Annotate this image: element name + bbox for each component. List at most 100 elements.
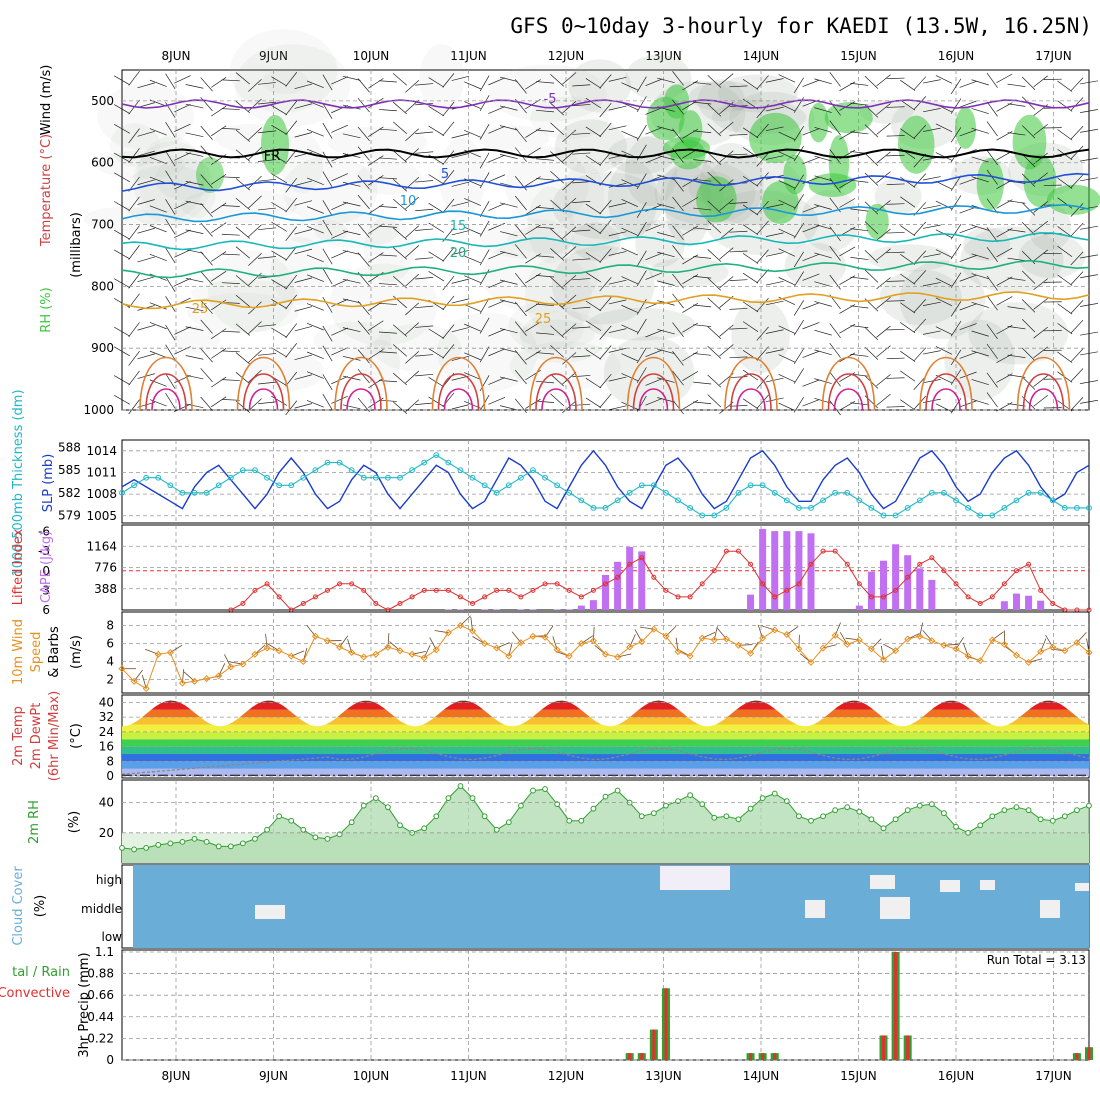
thickness-point <box>227 474 234 481</box>
wind-barb <box>185 132 204 138</box>
wind-barb <box>599 345 612 360</box>
wind-barb <box>756 172 769 187</box>
wind-barb <box>922 108 941 113</box>
cape-bar <box>1012 593 1020 610</box>
wind-barb <box>342 404 361 410</box>
wind-barb <box>464 129 481 138</box>
rh-area <box>1018 234 1086 279</box>
wind-barb <box>185 374 204 380</box>
thickness-point <box>1001 505 1008 511</box>
wind10-point <box>601 650 610 658</box>
isotherm-line <box>121 291 1090 310</box>
precip-tick: 1.1 <box>95 945 114 959</box>
wind-barb <box>572 229 591 232</box>
wind-barb <box>922 379 941 384</box>
wind-barb <box>729 202 748 204</box>
wind-barb <box>342 298 361 304</box>
wind-barb <box>392 227 408 240</box>
wind-barb <box>294 229 313 235</box>
wind-barb <box>248 253 262 266</box>
wind-barb <box>211 173 227 185</box>
rh-point <box>759 795 766 802</box>
wind-barb <box>793 271 804 287</box>
wind-barb <box>1080 351 1098 356</box>
wind-barb <box>428 328 445 339</box>
thickness-point <box>517 474 524 481</box>
wind-barb <box>258 207 277 211</box>
rh-area <box>137 136 206 219</box>
li-point <box>506 587 512 593</box>
wind-barb <box>322 219 333 236</box>
wind-barb <box>550 122 565 136</box>
wind-barb <box>950 127 962 143</box>
wind-barb <box>1070 271 1084 286</box>
wind-barb <box>258 82 277 85</box>
wind10-point <box>698 634 706 642</box>
wind-barb <box>285 246 298 261</box>
wind-barb <box>322 374 333 390</box>
wind-barb <box>742 398 759 410</box>
wind-barb <box>922 301 941 306</box>
wind-barb <box>185 403 204 409</box>
rh-area <box>261 68 309 95</box>
cape-bar <box>456 609 464 610</box>
wind-barb <box>693 159 712 162</box>
rh-high-area <box>696 176 737 223</box>
wind-barb <box>165 218 176 235</box>
wind-barb <box>935 123 953 133</box>
wind-barb <box>415 257 434 260</box>
precip-bar-convective <box>773 1053 777 1060</box>
wind-barb <box>211 77 227 88</box>
wind-barb <box>331 395 348 404</box>
wind-barb <box>378 351 397 354</box>
wind-barb <box>200 251 213 266</box>
wind-barb <box>829 323 841 339</box>
wind-barb <box>165 276 176 292</box>
wind10-point <box>795 645 803 653</box>
wind10-axis-label: & Barbs <box>47 626 62 678</box>
cape-bar <box>602 574 609 610</box>
li-point <box>687 594 693 600</box>
wind-barb <box>765 280 784 286</box>
cloud-high-block <box>660 866 730 890</box>
wind-barb <box>913 124 927 139</box>
wind-barb <box>211 125 227 137</box>
wind-barb <box>464 198 481 206</box>
wind-barb <box>415 277 434 280</box>
wind-barb <box>378 331 397 334</box>
wind-barb <box>368 349 384 360</box>
wind-barb <box>585 78 602 89</box>
wind-barb <box>235 323 250 336</box>
wind-barb <box>802 399 820 407</box>
li-point <box>832 548 838 554</box>
wind-barb <box>479 95 490 112</box>
wind-barb <box>357 320 370 335</box>
wind-barb <box>536 352 555 355</box>
wind-barb <box>165 393 176 409</box>
wind-barb <box>645 78 663 87</box>
rh-area <box>607 136 675 175</box>
wind-barb <box>488 348 506 357</box>
wind-barb <box>149 350 167 358</box>
wind-barb <box>357 78 370 93</box>
wind-barb <box>1070 145 1084 160</box>
wind-barb <box>428 271 445 282</box>
slp-tick: 1014 <box>86 444 117 458</box>
wind-barb <box>499 202 518 208</box>
warm-contour <box>919 356 973 411</box>
warm-contour <box>1022 373 1065 411</box>
rh-area <box>552 172 663 240</box>
rh-point <box>517 802 524 809</box>
wind-barb <box>802 128 820 136</box>
wind-barb <box>599 277 612 292</box>
wind-barb <box>378 225 397 228</box>
wind-barb <box>742 253 759 264</box>
wind-barb <box>971 301 989 308</box>
wind10-point <box>1025 658 1033 666</box>
warm-contour <box>931 388 961 411</box>
wind-barb <box>778 199 796 209</box>
wind-barb <box>950 195 962 211</box>
wind-barb <box>322 74 333 91</box>
wind-barb <box>850 82 869 86</box>
wind-barb <box>285 323 298 338</box>
